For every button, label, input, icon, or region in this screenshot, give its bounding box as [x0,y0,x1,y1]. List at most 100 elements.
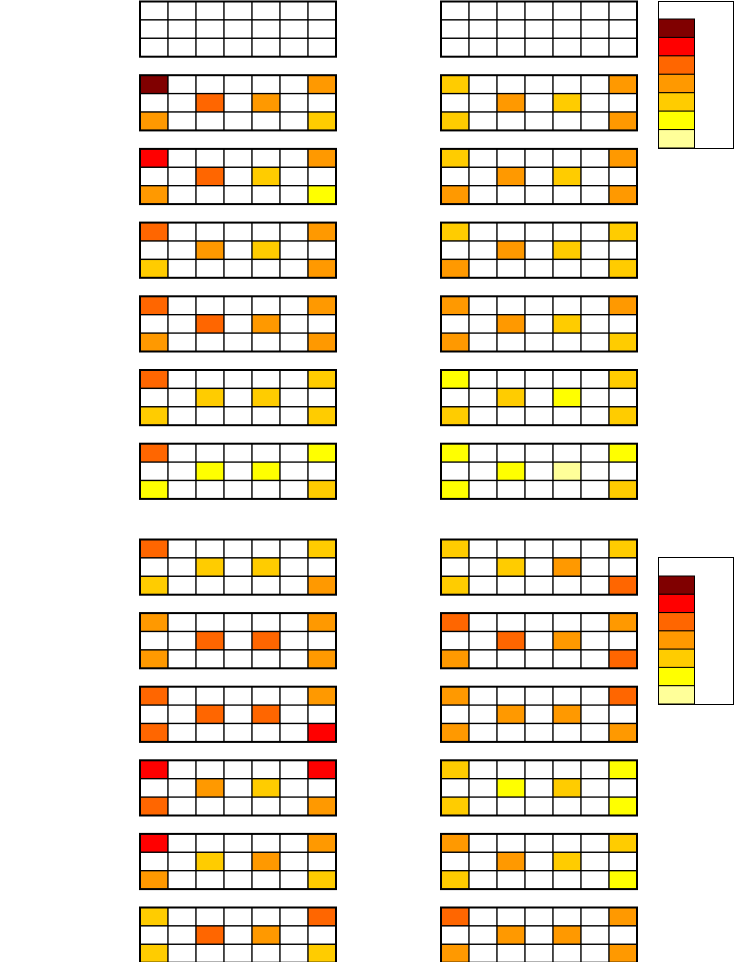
heat-cell [580,612,610,633]
heat-cell [279,479,309,500]
heat-cell [195,332,225,353]
heat-cell [223,148,253,168]
heat-cell [468,759,498,780]
heat-cell [608,759,638,780]
heat-cell [307,649,337,669]
heat-cell [167,557,197,577]
heat-cell [139,166,169,187]
heat-cell [524,406,554,426]
block-border [139,442,337,500]
heat-cell [496,906,526,927]
heat-cell [496,258,526,279]
heat-cell [552,111,582,132]
heat-cell [167,185,197,205]
heat-cell [139,851,169,872]
heat-cell [496,686,526,706]
heat-cell [440,19,470,39]
heat-cell [167,0,197,21]
heat-cell [468,612,498,633]
heat-cell [167,943,197,962]
heat-cell [440,332,470,353]
heat-cell [279,111,309,132]
heat-cell [524,796,554,817]
heat-cell [251,148,281,168]
legend-swatch [658,110,695,131]
heat-cell [223,704,253,725]
heat-cell [195,461,225,482]
heat-cell [608,111,638,132]
heat-cell [552,443,582,463]
heat-cell [580,240,610,261]
heat-cell [307,166,337,187]
legend-swatch [658,666,695,687]
heat-cell [167,612,197,633]
heat-cell [279,19,309,39]
heat-cell [251,406,281,426]
heat-cell [167,461,197,482]
heat-cell [223,111,253,132]
heat-cell [580,185,610,205]
heat-cell [167,443,197,463]
heat-cell [468,557,498,577]
heat-cell [167,796,197,817]
heat-cell [440,870,470,890]
legend-swatch [658,575,695,595]
heat-cell [139,538,169,559]
heat-cell [440,649,470,669]
heat-cell [496,74,526,95]
heat-cell [496,369,526,390]
heat-cell [223,295,253,316]
heat-cell [440,295,470,316]
heat-cell [524,870,554,890]
heat-cell [139,759,169,780]
heat-cell [440,240,470,261]
heat-cell [468,722,498,743]
heat-cell [468,479,498,500]
heat-cell [608,443,638,463]
heat-cell [608,686,638,706]
heat-cell [496,479,526,500]
heat-cell [307,851,337,872]
heat-cell [195,295,225,316]
heat-cell [552,314,582,334]
heat-cell [524,833,554,853]
heat-cell [251,906,281,927]
heat-cell [524,612,554,633]
heat-cell [167,221,197,242]
heat-cell [440,74,470,95]
block-border [139,295,337,353]
heat-cell [608,19,638,39]
legend-swatch [658,36,695,57]
heat-cell [608,833,638,853]
heat-cell [524,258,554,279]
heat-cell [468,295,498,316]
heat-cell [167,851,197,872]
heat-cell [524,686,554,706]
heat-cell [440,369,470,390]
heat-cell [195,557,225,577]
block-border [139,147,337,206]
heat-cell [580,387,610,408]
heat-cell [468,833,498,853]
heat-cell [195,37,225,58]
legend-swatch [658,630,695,650]
heat-cell [251,943,281,962]
block-border [440,685,638,743]
heat-cell [552,92,582,113]
heat-cell [552,722,582,743]
heat-cell [279,148,309,168]
heat-cell [167,406,197,426]
heat-cell [223,185,253,205]
heat-cell [552,37,582,58]
heat-cell [139,387,169,408]
heat-cell [223,314,253,334]
heat-cell [496,37,526,58]
heat-cell [279,0,309,21]
heat-cell [167,870,197,890]
heat-cell [440,906,470,927]
heat-cell [139,649,169,669]
heat-cell [524,166,554,187]
heat-cell [195,221,225,242]
heat-cell [307,92,337,113]
